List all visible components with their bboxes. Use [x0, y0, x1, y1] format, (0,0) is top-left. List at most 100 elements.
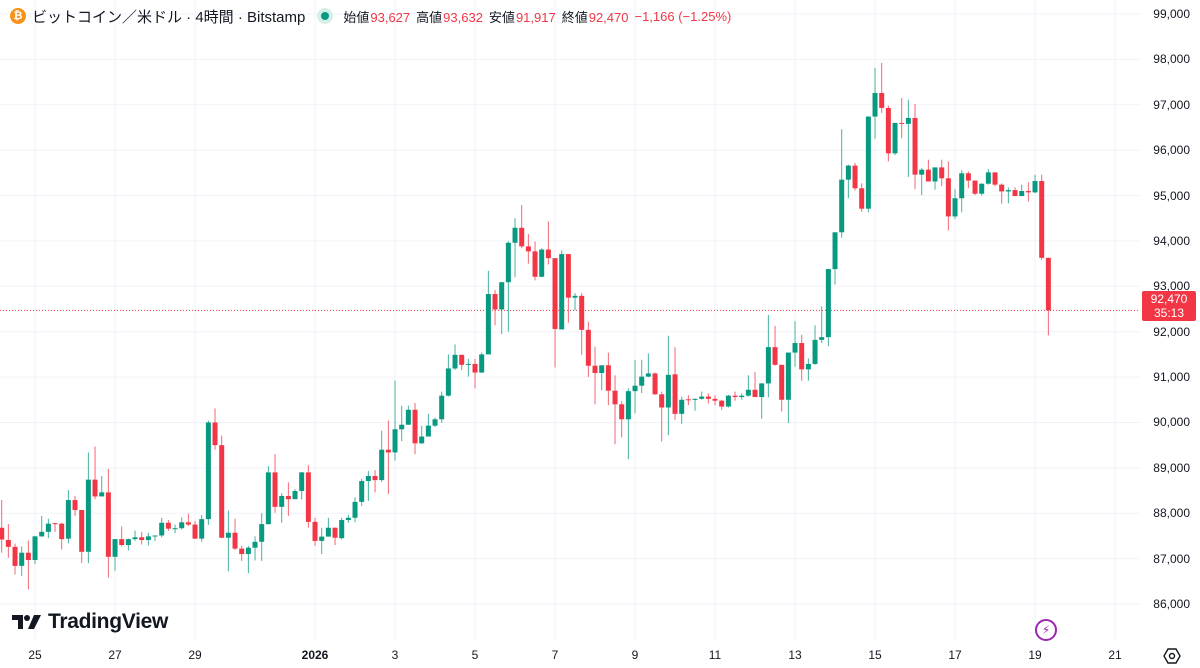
candle-up — [199, 515, 205, 542]
candle-up — [819, 306, 825, 344]
candle-up — [1005, 187, 1011, 204]
candle-down — [685, 395, 691, 406]
candle-up — [45, 518, 51, 539]
candle-down — [119, 526, 125, 547]
candle-body — [39, 531, 45, 537]
candle-body — [919, 169, 925, 175]
candle-up — [872, 68, 878, 139]
candle-down — [972, 180, 978, 196]
time-tick-label: 25 — [28, 648, 42, 662]
candle-body — [699, 396, 705, 399]
candle-body — [145, 536, 151, 541]
candle-body — [772, 347, 778, 365]
candle-body — [599, 365, 605, 373]
candle-body — [32, 536, 38, 560]
candle-body — [472, 363, 478, 373]
candle-body — [732, 395, 738, 398]
candle-down — [385, 420, 391, 495]
candle-down — [5, 524, 11, 558]
candle-body — [165, 522, 171, 529]
symbol-header: ₿ ビットコイン／米ドル · 4時間 · Bitstamp 始値93,627 高… — [10, 6, 731, 26]
candle-down — [1039, 174, 1045, 260]
candle-down — [925, 159, 931, 182]
candle-body — [899, 122, 905, 124]
candle-body — [539, 249, 545, 277]
settings-icon[interactable] — [1163, 647, 1181, 665]
symbol-title[interactable]: ビットコイン／米ドル · 4時間 · Bitstamp — [32, 8, 306, 26]
candle-up — [952, 189, 958, 220]
candle-body — [632, 385, 638, 392]
candle-body — [72, 500, 78, 511]
candle-body — [312, 521, 318, 541]
candle-body — [659, 394, 665, 408]
candle-body — [359, 481, 365, 502]
candle-body — [805, 363, 811, 370]
candle-body — [612, 390, 618, 405]
candle-down — [619, 401, 625, 438]
candle-body — [705, 396, 711, 399]
candle-body — [425, 425, 431, 437]
candle-down — [185, 513, 191, 526]
candle-up — [399, 405, 405, 442]
price-tick-label: 93,000 — [1153, 279, 1190, 294]
candle-body — [452, 354, 458, 369]
candle-down — [272, 454, 278, 513]
candle-up — [39, 515, 45, 537]
candle-body — [585, 329, 591, 366]
candle-up — [319, 527, 325, 555]
candle-body — [532, 251, 538, 277]
time-tick-label: 2026 — [301, 648, 329, 662]
candle-body — [952, 198, 958, 217]
time-tick-label: 3 — [391, 648, 399, 662]
candle-body — [492, 294, 498, 310]
time-tick-label: 17 — [948, 648, 962, 662]
candle-down — [565, 254, 571, 323]
price-tick-label: 92,000 — [1153, 324, 1190, 339]
candle-body — [825, 269, 831, 338]
candle-body — [385, 449, 391, 453]
candle-body — [185, 522, 191, 525]
candle-body — [265, 472, 271, 525]
candle-down — [105, 468, 111, 578]
candle-body — [572, 295, 578, 298]
candle-body — [419, 436, 425, 444]
candle-down — [212, 408, 218, 450]
candle-up — [785, 352, 791, 423]
candle-down — [232, 518, 238, 550]
candle-up — [512, 218, 518, 278]
candle-body — [305, 472, 311, 522]
candle-body — [139, 537, 145, 541]
candle-down — [612, 375, 618, 445]
time-tick-label: 5 — [471, 648, 479, 662]
candle-up — [959, 170, 965, 213]
candle-body — [239, 548, 245, 555]
candle-body — [712, 398, 718, 401]
candle-body — [179, 522, 185, 529]
candle-down — [705, 393, 711, 404]
candle-body — [1012, 190, 1018, 196]
candle-body — [959, 173, 965, 199]
candle-up — [145, 532, 151, 546]
candle-up — [725, 394, 731, 408]
candle-down — [899, 97, 905, 139]
candle-body — [905, 117, 911, 124]
candle-up — [699, 391, 705, 400]
candle-body — [92, 479, 98, 497]
bitcoin-icon: ₿ — [10, 8, 26, 24]
candle-body — [645, 373, 651, 377]
time-tick-label: 15 — [868, 648, 882, 662]
candle-down — [752, 372, 758, 398]
tradingview-logo[interactable]: TradingView — [12, 610, 168, 634]
candle-body — [445, 368, 451, 396]
candle-body — [499, 282, 505, 310]
candle-body — [812, 339, 818, 364]
candle-down — [885, 105, 891, 162]
candle-down — [592, 346, 598, 405]
candle-down — [472, 358, 478, 389]
candle-body — [832, 232, 838, 270]
bar-countdown: 35:13 — [1153, 306, 1185, 320]
candle-down — [165, 520, 171, 531]
lightning-icon[interactable]: ⚡︎ — [1035, 619, 1057, 641]
candle-down — [1045, 257, 1051, 336]
